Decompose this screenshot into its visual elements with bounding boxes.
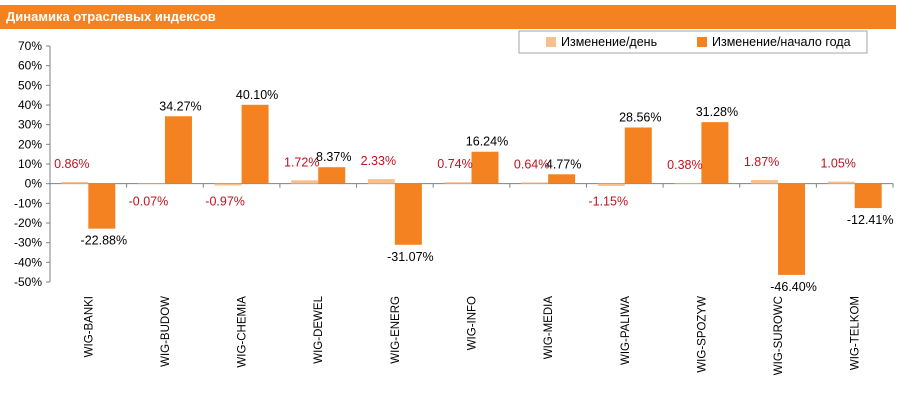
data-label-year: -22.88% xyxy=(81,234,128,248)
category-label: WIG-MEDIA xyxy=(543,296,555,360)
data-label-year: -12.41% xyxy=(847,213,894,227)
legend-label-day: Изменение/день xyxy=(561,35,657,49)
category-label: WIG-BANKI xyxy=(83,296,95,357)
y-tick-label: 0% xyxy=(25,177,43,191)
data-label-day: 0.38% xyxy=(667,158,702,172)
y-tick-label: -30% xyxy=(14,236,42,250)
data-label-year: 31.28% xyxy=(696,105,738,119)
bar-day-wig-spozyw xyxy=(674,182,702,184)
bar-year-wig-paliwa xyxy=(624,127,652,184)
category-label: WIG-DEWEL xyxy=(313,295,325,363)
data-label-year: 16.24% xyxy=(466,135,508,149)
category-label: WIG-ENERG xyxy=(390,296,402,364)
data-label-year: 34.27% xyxy=(159,99,201,113)
bar-year-wig-info xyxy=(471,151,499,184)
y-tick-label: 30% xyxy=(18,118,42,132)
bar-day-wig-surowc xyxy=(751,179,779,184)
bar-day-wig-banki xyxy=(61,181,89,184)
y-tick-label: -50% xyxy=(14,275,42,289)
chart-title: Динамика отраслевых индексов xyxy=(0,5,896,29)
y-tick-label: -10% xyxy=(14,196,42,210)
data-label-day: 0.86% xyxy=(54,157,89,171)
data-label-day: 1.72% xyxy=(284,155,319,169)
category-label: WIG-INFO xyxy=(467,296,479,350)
data-label-year: -31.07% xyxy=(387,250,434,264)
bar-year-wig-spozyw xyxy=(701,122,729,184)
data-label-year: 8.37% xyxy=(316,150,351,164)
y-tick-label: -20% xyxy=(14,216,42,230)
data-label-day: 0.64% xyxy=(514,157,549,171)
category-label: WIG-CHEMIA xyxy=(237,296,249,368)
data-label-year: -46.40% xyxy=(770,280,817,294)
y-tick-label: -40% xyxy=(14,255,42,269)
bar-year-wig-chemia xyxy=(241,104,269,184)
category-label: WIG-PALIWA xyxy=(620,296,632,365)
bar-day-wig-energ xyxy=(367,179,395,184)
bar-day-wig-budow xyxy=(137,183,165,185)
data-label-day: -0.97% xyxy=(205,195,245,209)
bar-year-wig-energ xyxy=(394,183,422,245)
legend-box xyxy=(518,30,868,54)
category-label: WIG-BUDOW xyxy=(160,296,172,367)
data-label-year: 40.10% xyxy=(236,88,278,102)
legend-swatch-year xyxy=(697,37,707,47)
data-label-day: -1.15% xyxy=(588,195,628,209)
y-tick-label: 50% xyxy=(18,78,42,92)
data-label-day: 1.05% xyxy=(820,157,855,171)
y-tick-label: 40% xyxy=(18,98,42,112)
bar-year-wig-media xyxy=(548,174,576,184)
y-tick-label: 20% xyxy=(18,137,42,151)
bar-year-wig-dewel xyxy=(318,167,346,184)
y-tick-label: 10% xyxy=(18,157,42,171)
data-label-year: 28.56% xyxy=(619,110,661,124)
bar-year-wig-banki xyxy=(88,183,116,229)
legend-label-year: Изменение/начало года xyxy=(712,35,851,49)
legend: Изменение/день Изменение/начало года xyxy=(518,30,868,54)
category-label: WIG-TELKOM xyxy=(850,296,862,370)
bar-year-wig-budow xyxy=(164,116,192,184)
bar-day-wig-info xyxy=(444,182,472,184)
category-labels: WIG-BANKI WIG-BUDOW WIG-CHEMIA WIG-DEWEL WIG… xyxy=(83,295,861,375)
legend-swatch-day xyxy=(546,37,556,47)
bar-day-wig-media xyxy=(521,182,549,184)
data-label-day: 2.33% xyxy=(361,154,396,168)
category-label: WIG-SPOZYW xyxy=(696,296,708,373)
y-tick-label: 70% xyxy=(18,39,42,53)
data-label-day: 1.87% xyxy=(744,155,779,169)
data-label-day: -0.07% xyxy=(129,195,169,209)
bars xyxy=(61,104,882,275)
data-label-day: 0.74% xyxy=(437,157,472,171)
category-label: WIG-SUROWC xyxy=(773,296,785,375)
data-label-year: 4.77% xyxy=(546,157,581,171)
bar-day-wig-paliwa xyxy=(597,183,625,186)
bar-day-wig-chemia xyxy=(214,183,242,186)
data-labels: 0.86% -22.88% -0.07% 34.27% -0.97% 40.10% 1.72… xyxy=(54,88,893,294)
y-tick-label: 60% xyxy=(18,59,42,73)
bar-year-wig-telkom xyxy=(854,183,882,209)
bar-day-wig-telkom xyxy=(827,181,855,184)
bar-year-wig-surowc xyxy=(778,183,806,275)
bar-day-wig-dewel xyxy=(291,180,319,184)
